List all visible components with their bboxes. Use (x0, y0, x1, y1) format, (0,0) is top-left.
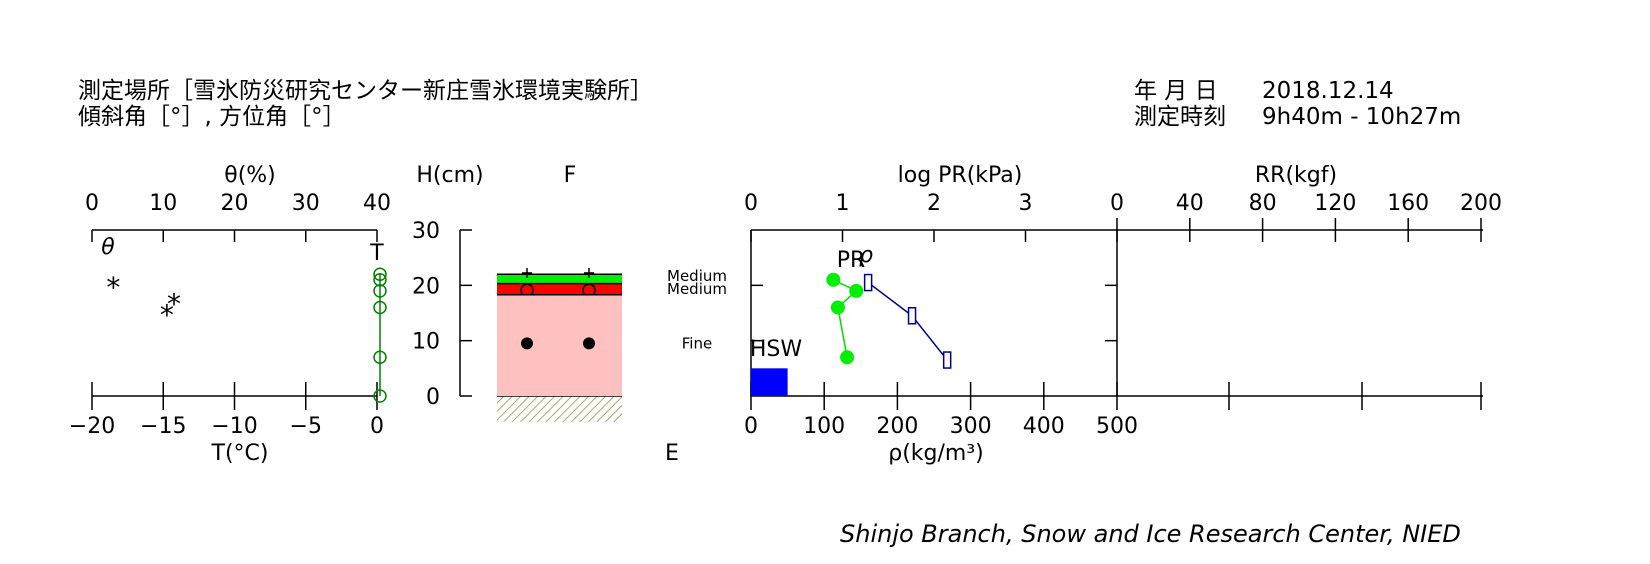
grain-type-label: Medium (667, 267, 727, 285)
theta-point: * (106, 271, 120, 304)
layer-column-bottom-label: E (665, 441, 679, 466)
height-tick-label: 10 (412, 330, 440, 355)
pr-line (833, 279, 858, 358)
temperature-point (373, 350, 387, 365)
theta-point: * (167, 287, 181, 320)
date-label: 年 月 日 (1134, 78, 1218, 104)
pr-point (840, 350, 855, 365)
height-tick-label: 20 (412, 274, 440, 299)
pr-point (830, 300, 845, 315)
layer-column-top-label: F (564, 163, 577, 188)
grain-type-label: Medium (667, 280, 727, 298)
height-tick-label: 30 (412, 219, 440, 244)
hsw-bar (751, 368, 788, 396)
density-line (867, 281, 948, 361)
rr-tick-label: 0 (1110, 191, 1124, 216)
density-point (942, 351, 952, 369)
site-title: 測定場所［雪氷防災研究センター新庄雪氷環境実験所］ (78, 78, 653, 104)
rr-tick-label: 40 (1176, 191, 1204, 216)
pr-tick-label: 0 (744, 191, 758, 216)
temperature-point (373, 273, 387, 287)
temperature-point (373, 284, 387, 298)
snow-layer (497, 294, 622, 396)
pr-axis-title: log PR(kPa) (898, 163, 1023, 188)
density-point (907, 307, 917, 325)
credit-text: Shinjo Branch, Snow and Ice Research Cen… (840, 520, 1461, 548)
density-tick-label: 500 (1096, 414, 1138, 439)
pr-series-label: PR (837, 248, 866, 273)
density-tick-label: 200 (876, 414, 918, 439)
theta-axis-title: θ(%) (224, 163, 276, 188)
hsw-label: HSW (750, 337, 803, 362)
pr-tick-label: 1 (836, 191, 850, 216)
density-tick-label: 300 (950, 414, 992, 439)
theta-series-label: θ (101, 235, 115, 260)
grain-mark-dot (583, 337, 595, 350)
rr-tick-label: 120 (1314, 191, 1356, 216)
rr-axis-title: RR(kgf) (1255, 163, 1337, 188)
theta-tick-label: 0 (85, 191, 99, 216)
temp-series-label: T (369, 241, 384, 266)
date-value: 2018.12.14 (1262, 78, 1394, 104)
temp-tick-label: 0 (370, 414, 384, 439)
pr-tick-label: 2 (927, 191, 941, 216)
theta-tick-label: 10 (149, 191, 177, 216)
pr-point (826, 272, 841, 287)
height-tick-label: 0 (426, 385, 440, 410)
density-tick-label: 100 (803, 414, 845, 439)
grain-type-label: Fine (682, 334, 712, 352)
snow-layer (497, 274, 622, 284)
temp-tick-label: −10 (211, 414, 257, 439)
time-label: 測定時刻 (1134, 104, 1226, 130)
temp-tick-label: −20 (69, 414, 115, 439)
ground-hatch (497, 396, 622, 422)
temperature-point (373, 389, 387, 403)
rr-tick-label: 200 (1460, 191, 1502, 216)
theta-tick-label: 30 (292, 191, 320, 216)
temperature-point (373, 267, 387, 282)
height-axis-title: H(cm) (416, 163, 483, 188)
theta-tick-label: 40 (363, 191, 391, 216)
rr-tick-label: 80 (1249, 191, 1277, 216)
pr-tick-label: 3 (1019, 191, 1033, 216)
density-tick-label: 400 (1023, 414, 1065, 439)
temp-tick-label: −15 (140, 414, 186, 439)
rr-tick-label: 160 (1387, 191, 1429, 216)
angle-title: 傾斜角［°］, 方位角［°］ (78, 104, 346, 130)
grain-mark-dot (521, 337, 533, 350)
theta-point: * (160, 298, 174, 331)
density-tick-label: 0 (744, 414, 758, 439)
theta-tick-label: 20 (221, 191, 249, 216)
time-value: 9h40m - 10h27m (1262, 104, 1462, 130)
temperature-point (373, 300, 387, 315)
density-point (863, 273, 873, 292)
temp-tick-label: −5 (290, 414, 322, 439)
density-axis-title: ρ(kg/m³) (888, 441, 984, 466)
pr-point (849, 283, 864, 298)
density-series-label: ρ (859, 243, 873, 268)
snow-layer (497, 283, 622, 295)
temp-axis-title: T(°C) (211, 441, 269, 466)
